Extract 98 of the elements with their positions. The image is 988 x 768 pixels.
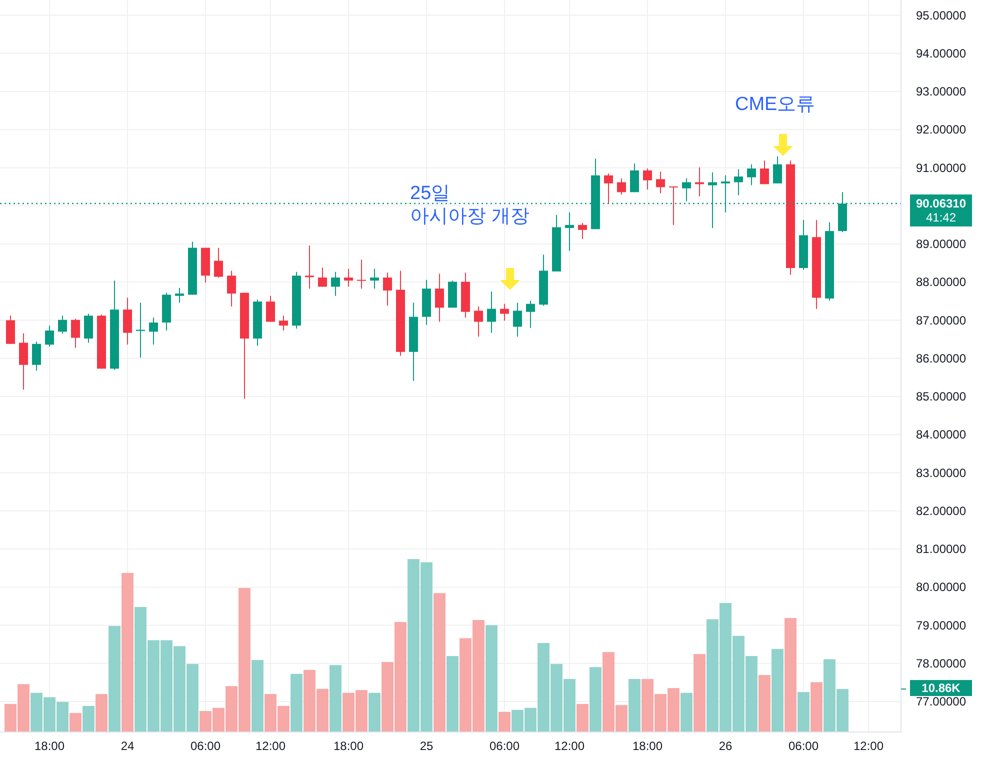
x-tick-label: 12:00 [255, 739, 286, 753]
candlestick [656, 171, 665, 194]
candlestick [474, 306, 483, 338]
y-tick-label: 92.00000 [916, 122, 966, 137]
y2-tick-label: 10.86K [922, 681, 961, 696]
candlestick [760, 160, 769, 185]
x-tick-label: 06:00 [788, 739, 819, 753]
ref-line-label: 90.06310 41:42 [916, 196, 966, 224]
bar [758, 675, 770, 732]
y-tick-label: 81.00000 [916, 542, 966, 556]
bar [628, 678, 640, 732]
candlestick [643, 168, 652, 190]
bar [122, 572, 134, 732]
bar [290, 674, 302, 732]
bar [498, 712, 510, 732]
x-tick-label: 26 [718, 739, 732, 753]
x-tick-label: 25 [420, 739, 434, 753]
bar [810, 682, 822, 732]
candlestick [500, 303, 509, 322]
y-tick-label: 82.00000 [916, 504, 966, 518]
candlestick [279, 315, 288, 332]
x-tick-label: 18:00 [632, 739, 663, 753]
candlestick [318, 267, 327, 288]
candlestick [266, 295, 275, 322]
candlestick [344, 268, 353, 288]
candlestick [32, 341, 41, 372]
y-tick-label: 78.00000 [916, 656, 966, 670]
candlestick [682, 178, 691, 202]
candlestick [214, 247, 223, 278]
x-tick-label: 06:00 [190, 739, 221, 753]
candlestick [513, 302, 522, 338]
bar [784, 618, 796, 732]
candlestick [578, 222, 587, 240]
x-tick-label: 12:00 [853, 739, 884, 753]
annotation: 25일 아시아장 개장 [410, 183, 530, 227]
y-tick-label: 83.00000 [916, 466, 966, 480]
y-tick-label: 80.00000 [916, 580, 966, 594]
bar [70, 713, 82, 732]
x-tick-label: 18:00 [333, 739, 364, 753]
x-tick-label: 12:00 [554, 739, 585, 753]
candlestick [84, 313, 93, 344]
y-tick-label: 93.00000 [916, 84, 966, 98]
y-tick-label: 95.00000 [916, 8, 966, 22]
y-tick-label: 79.00000 [916, 618, 966, 632]
x-tick-label: 18:00 [34, 739, 65, 753]
annotation: CME오류 [735, 94, 816, 115]
y-tick-label: 77.00000 [916, 694, 966, 708]
candlestick [123, 297, 132, 346]
candlestick [357, 259, 366, 290]
candlestick [175, 287, 184, 304]
candlestick [669, 186, 678, 226]
bar [798, 692, 810, 732]
bar [576, 704, 588, 732]
candlestick [149, 317, 158, 346]
candlestick [370, 268, 379, 290]
candlestick [565, 212, 574, 252]
y-tick-label: 94.00000 [916, 46, 966, 60]
x-tick-label: 06:00 [489, 739, 520, 753]
y-tick-label: 84.00000 [916, 428, 966, 442]
x-tick-label: 24 [120, 739, 134, 753]
bar [590, 667, 602, 732]
candlestick [383, 272, 392, 306]
bar [680, 692, 692, 732]
bar [772, 648, 784, 732]
candlestick [227, 270, 236, 308]
bar [108, 626, 120, 732]
candlestick [331, 271, 340, 296]
bar [252, 660, 264, 732]
bar [434, 593, 446, 732]
candlestick [773, 156, 782, 184]
bar [368, 692, 380, 732]
y-tick-label: 85.00000 [916, 390, 966, 404]
bar [486, 625, 498, 732]
candlestick [305, 245, 314, 290]
candlestick [617, 178, 626, 195]
candlestick [19, 332, 28, 390]
y-tick-label: 89.00000 [916, 237, 966, 251]
candlestick [604, 172, 613, 204]
candlestick [630, 163, 639, 193]
bar [96, 694, 108, 732]
candlestick [695, 166, 704, 197]
bar [446, 656, 458, 732]
bar [330, 665, 342, 732]
candlestick [747, 164, 756, 186]
candlestick [71, 318, 80, 348]
y-tick-label: 87.00000 [916, 313, 966, 328]
y-tick-label: 88.00000 [916, 275, 966, 290]
candlestick [435, 273, 444, 322]
candlestick [526, 300, 535, 328]
candlestick [58, 315, 67, 334]
y-tick-label: 86.00000 [916, 351, 966, 366]
candlestick [734, 168, 743, 196]
y-tick-label: 91.00000 [916, 160, 966, 175]
bar [694, 654, 706, 732]
bar [82, 706, 94, 732]
candlestick [6, 315, 15, 344]
candlestick [487, 291, 496, 334]
candlestick [45, 325, 54, 348]
